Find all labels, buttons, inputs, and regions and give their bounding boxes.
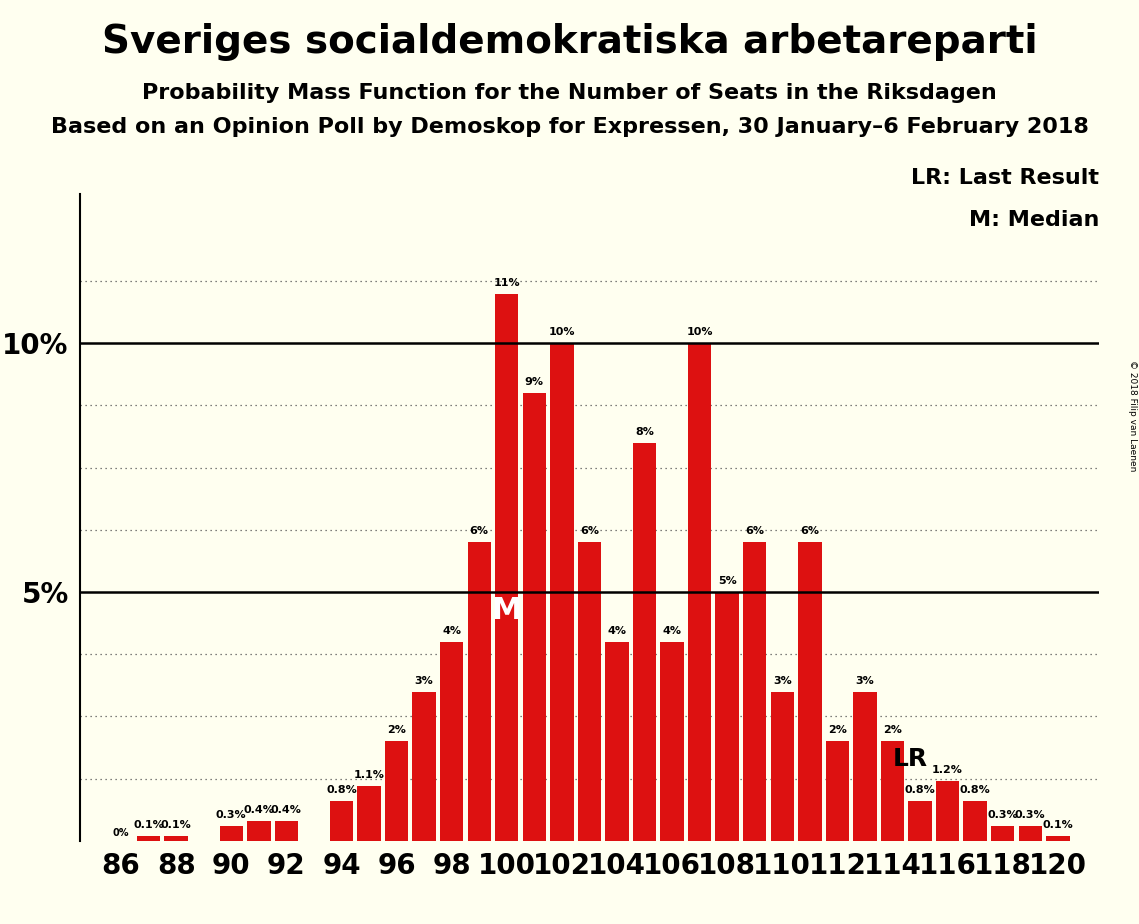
Text: 6%: 6% xyxy=(580,527,599,536)
Text: 10%: 10% xyxy=(687,327,713,337)
Text: M: M xyxy=(492,597,522,626)
Text: 0.3%: 0.3% xyxy=(988,810,1018,820)
Text: 11%: 11% xyxy=(493,277,521,287)
Text: Sveriges socialdemokratiska arbetareparti: Sveriges socialdemokratiska arbetarepart… xyxy=(101,23,1038,61)
Bar xyxy=(523,393,546,841)
Text: 2%: 2% xyxy=(828,725,846,736)
Text: 10%: 10% xyxy=(549,327,575,337)
Bar xyxy=(661,642,683,841)
Text: 4%: 4% xyxy=(442,626,461,636)
Text: 2%: 2% xyxy=(883,725,902,736)
Text: 2%: 2% xyxy=(387,725,405,736)
Text: 6%: 6% xyxy=(745,527,764,536)
Text: 0.8%: 0.8% xyxy=(960,785,991,795)
Text: 0.3%: 0.3% xyxy=(216,810,246,820)
Bar xyxy=(936,781,959,841)
Bar xyxy=(688,344,712,841)
Bar xyxy=(880,741,904,841)
Text: 4%: 4% xyxy=(663,626,681,636)
Bar xyxy=(964,801,986,841)
Bar xyxy=(1046,836,1070,841)
Text: 0.4%: 0.4% xyxy=(271,805,302,815)
Bar xyxy=(633,443,656,841)
Text: LR: Last Result: LR: Last Result xyxy=(911,167,1099,188)
Bar xyxy=(412,691,436,841)
Text: 6%: 6% xyxy=(469,527,489,536)
Text: 3%: 3% xyxy=(415,675,434,686)
Bar xyxy=(137,836,161,841)
Bar xyxy=(164,836,188,841)
Bar xyxy=(908,801,932,841)
Text: M: Median: M: Median xyxy=(969,210,1099,230)
Text: 0.8%: 0.8% xyxy=(904,785,935,795)
Bar xyxy=(991,826,1015,841)
Text: © 2018 Filip van Laenen: © 2018 Filip van Laenen xyxy=(1128,360,1137,471)
Bar xyxy=(1018,826,1042,841)
Bar xyxy=(771,691,794,841)
Text: 1.1%: 1.1% xyxy=(353,770,385,780)
Text: 0.1%: 0.1% xyxy=(133,820,164,830)
Text: 0.4%: 0.4% xyxy=(244,805,274,815)
Bar xyxy=(495,294,518,841)
Text: Probability Mass Function for the Number of Seats in the Riksdagen: Probability Mass Function for the Number… xyxy=(142,83,997,103)
Bar xyxy=(550,344,574,841)
Bar xyxy=(577,542,601,841)
Text: 0%: 0% xyxy=(113,828,130,838)
Bar xyxy=(467,542,491,841)
Bar xyxy=(826,741,849,841)
Text: 0.3%: 0.3% xyxy=(1015,810,1046,820)
Text: LR: LR xyxy=(893,747,927,771)
Bar xyxy=(605,642,629,841)
Text: 0.1%: 0.1% xyxy=(1042,820,1073,830)
Text: 3%: 3% xyxy=(773,675,792,686)
Bar xyxy=(247,821,271,841)
Text: 0.1%: 0.1% xyxy=(161,820,191,830)
Text: 9%: 9% xyxy=(525,377,543,387)
Bar xyxy=(440,642,464,841)
Text: 5%: 5% xyxy=(718,576,737,586)
Text: 0.8%: 0.8% xyxy=(326,785,357,795)
Bar xyxy=(358,786,380,841)
Bar xyxy=(385,741,408,841)
Bar xyxy=(798,542,821,841)
Bar xyxy=(715,592,739,841)
Text: 8%: 8% xyxy=(636,427,654,437)
Bar xyxy=(220,826,243,841)
Text: Based on an Opinion Poll by Demoskop for Expressen, 30 January–6 February 2018: Based on an Opinion Poll by Demoskop for… xyxy=(50,117,1089,138)
Bar xyxy=(853,691,877,841)
Bar xyxy=(274,821,298,841)
Bar xyxy=(743,542,767,841)
Text: 3%: 3% xyxy=(855,675,875,686)
Bar xyxy=(330,801,353,841)
Text: 6%: 6% xyxy=(801,527,819,536)
Text: 1.2%: 1.2% xyxy=(932,765,964,775)
Text: 4%: 4% xyxy=(607,626,626,636)
